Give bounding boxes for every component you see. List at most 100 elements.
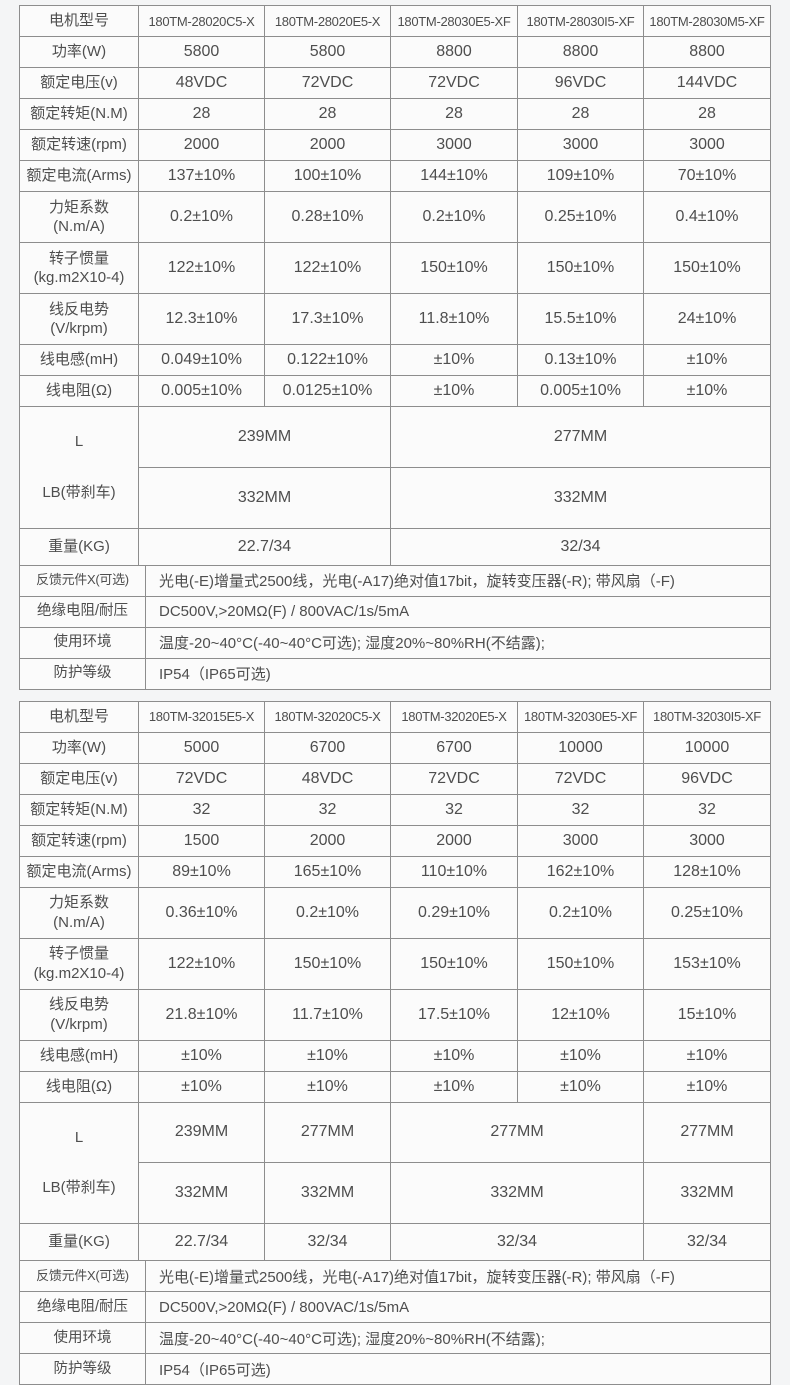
spec-table-1-main: 电机型号 180TM-28020C5-X 180TM-28020E5-X 180… bbox=[19, 5, 771, 566]
table-row-feedback: 反馈元件X(可选) 光电(-E)增量式2500线，光电(-A17)绝对值17bi… bbox=[20, 565, 771, 596]
spec-cell: 2000 bbox=[139, 130, 265, 161]
row-label: 绝缘电阻/耐压 bbox=[20, 1292, 146, 1323]
spec-cell: 48VDC bbox=[139, 68, 265, 99]
motor-spec-table-1: 电机型号 180TM-28020C5-X 180TM-28020E5-X 180… bbox=[19, 5, 770, 690]
spec-cell: 15.5±10% bbox=[518, 294, 644, 345]
spec-cell: ±10% bbox=[265, 1071, 391, 1102]
spec-cell: 96VDC bbox=[518, 68, 644, 99]
table-row: 额定电流(Arms) 89±10% 165±10% 110±10% 162±10… bbox=[20, 856, 771, 887]
spec-cell: 21.8±10% bbox=[139, 989, 265, 1040]
table-row-weight: 重量(KG) 22.7/34 32/34 32/34 32/34 bbox=[20, 1224, 771, 1261]
spec-cell: ±10% bbox=[265, 1040, 391, 1071]
row-label-length-brake: L LB(带刹车) bbox=[20, 407, 139, 529]
row-label: 额定电压(v) bbox=[20, 68, 139, 99]
spec-cell: 1500 bbox=[139, 825, 265, 856]
table-row: 线反电势 (V/krpm) 21.8±10% 11.7±10% 17.5±10%… bbox=[20, 989, 771, 1040]
spec-cell: 332MM bbox=[139, 1163, 265, 1224]
spec-cell: DC500V,>20MΩ(F) / 800VAC/1s/5mA bbox=[146, 596, 771, 627]
row-label: 额定电流(Arms) bbox=[20, 161, 139, 192]
spec-cell: 0.2±10% bbox=[518, 887, 644, 938]
spec-cell: 277MM bbox=[391, 1102, 644, 1163]
row-label: 转子惯量 (kg.m2X10-4) bbox=[20, 938, 139, 989]
spec-cell: 165±10% bbox=[265, 856, 391, 887]
model-name: 180TM-32030E5-XF bbox=[518, 701, 644, 732]
spec-cell: 温度-20~40°C(-40~40°C可选); 湿度20%~80%RH(不结露)… bbox=[146, 627, 771, 658]
row-label: 防护等级 bbox=[20, 1354, 146, 1385]
spec-cell: 144±10% bbox=[391, 161, 518, 192]
row-label-length-brake: L LB(带刹车) bbox=[20, 1102, 139, 1224]
spec-cell: 332MM bbox=[265, 1163, 391, 1224]
spec-cell: IP54（IP65可选) bbox=[146, 1354, 771, 1385]
spec-cell: 12±10% bbox=[518, 989, 644, 1040]
table-row: 功率(W) 5000 6700 6700 10000 10000 bbox=[20, 732, 771, 763]
spec-cell: 光电(-E)增量式2500线，光电(-A17)绝对值17bit，旋转变压器(-R… bbox=[146, 1261, 771, 1292]
spec-cell: 光电(-E)增量式2500线，光电(-A17)绝对值17bit，旋转变压器(-R… bbox=[146, 565, 771, 596]
row-label: 力矩系数 (N.m/A) bbox=[20, 887, 139, 938]
spec-cell: 332MM bbox=[391, 1163, 644, 1224]
model-name: 180TM-32020C5-X bbox=[265, 701, 391, 732]
spec-table-1-common: 反馈元件X(可选) 光电(-E)增量式2500线，光电(-A17)绝对值17bi… bbox=[19, 565, 771, 690]
table-row: 线电感(mH) ±10% ±10% ±10% ±10% ±10% bbox=[20, 1040, 771, 1071]
spec-cell: ±10% bbox=[391, 1040, 518, 1071]
spec-cell: 3000 bbox=[391, 130, 518, 161]
spec-cell: 96VDC bbox=[644, 763, 771, 794]
model-name: 180TM-28020E5-X bbox=[265, 6, 391, 37]
spec-cell: 128±10% bbox=[644, 856, 771, 887]
spec-cell: 28 bbox=[644, 99, 771, 130]
spec-cell: 332MM bbox=[391, 467, 771, 528]
spec-cell: 32 bbox=[644, 794, 771, 825]
row-label: 线电阻(Ω) bbox=[20, 376, 139, 407]
brake-length-label: LB(带刹车) bbox=[20, 477, 138, 508]
table-row: 力矩系数 (N.m/A) 0.36±10% 0.2±10% 0.29±10% 0… bbox=[20, 887, 771, 938]
table-row: 电机型号 180TM-32015E5-X 180TM-32020C5-X 180… bbox=[20, 701, 771, 732]
spec-cell: 122±10% bbox=[265, 243, 391, 294]
spec-cell: ±10% bbox=[391, 376, 518, 407]
motor-spec-table-2: 电机型号 180TM-32015E5-X 180TM-32020C5-X 180… bbox=[19, 701, 770, 1385]
table-row: 额定转速(rpm) 2000 2000 3000 3000 3000 bbox=[20, 130, 771, 161]
length-label: L bbox=[20, 1122, 138, 1153]
spec-cell: 0.005±10% bbox=[139, 376, 265, 407]
table-row: 力矩系数 (N.m/A) 0.2±10% 0.28±10% 0.2±10% 0.… bbox=[20, 192, 771, 243]
table-row: 额定转速(rpm) 1500 2000 2000 3000 3000 bbox=[20, 825, 771, 856]
row-label: 额定转速(rpm) bbox=[20, 825, 139, 856]
spec-cell: 温度-20~40°C(-40~40°C可选); 湿度20%~80%RH(不结露)… bbox=[146, 1323, 771, 1354]
spec-cell: 239MM bbox=[139, 1102, 265, 1163]
spec-cell: 109±10% bbox=[518, 161, 644, 192]
row-label: 额定转速(rpm) bbox=[20, 130, 139, 161]
spec-cell: ±10% bbox=[644, 345, 771, 376]
spec-cell: 8800 bbox=[518, 37, 644, 68]
spec-cell: ±10% bbox=[644, 1040, 771, 1071]
spec-cell: ±10% bbox=[139, 1040, 265, 1071]
spec-cell: ±10% bbox=[391, 345, 518, 376]
spec-cell: 8800 bbox=[644, 37, 771, 68]
spec-cell: 0.122±10% bbox=[265, 345, 391, 376]
row-label: 力矩系数 (N.m/A) bbox=[20, 192, 139, 243]
spec-cell: 122±10% bbox=[139, 243, 265, 294]
spec-cell: 72VDC bbox=[265, 68, 391, 99]
spec-cell: 277MM bbox=[391, 407, 771, 468]
row-label: 电机型号 bbox=[20, 6, 139, 37]
table-row-length: L LB(带刹车) 239MM 277MM bbox=[20, 407, 771, 468]
spec-cell: 11.8±10% bbox=[391, 294, 518, 345]
row-label: 电机型号 bbox=[20, 701, 139, 732]
spec-cell: 150±10% bbox=[644, 243, 771, 294]
table-row: 额定转矩(N.M) 28 28 28 28 28 bbox=[20, 99, 771, 130]
row-label: 转子惯量 (kg.m2X10-4) bbox=[20, 243, 139, 294]
table-row: 转子惯量 (kg.m2X10-4) 122±10% 122±10% 150±10… bbox=[20, 243, 771, 294]
spec-cell: 10000 bbox=[644, 732, 771, 763]
table-divider-gap bbox=[19, 690, 770, 701]
table-row: 转子惯量 (kg.m2X10-4) 122±10% 150±10% 150±10… bbox=[20, 938, 771, 989]
row-label: 额定转矩(N.M) bbox=[20, 99, 139, 130]
spec-cell: DC500V,>20MΩ(F) / 800VAC/1s/5mA bbox=[146, 1292, 771, 1323]
row-label: 线电阻(Ω) bbox=[20, 1071, 139, 1102]
spec-cell: 28 bbox=[391, 99, 518, 130]
spec-cell: 162±10% bbox=[518, 856, 644, 887]
spec-cell: 122±10% bbox=[139, 938, 265, 989]
row-label: 额定电压(v) bbox=[20, 763, 139, 794]
spec-cell: 6700 bbox=[265, 732, 391, 763]
spec-cell: 28 bbox=[139, 99, 265, 130]
spec-cell: 70±10% bbox=[644, 161, 771, 192]
spec-cell: 32 bbox=[265, 794, 391, 825]
spec-cell: 0.29±10% bbox=[391, 887, 518, 938]
